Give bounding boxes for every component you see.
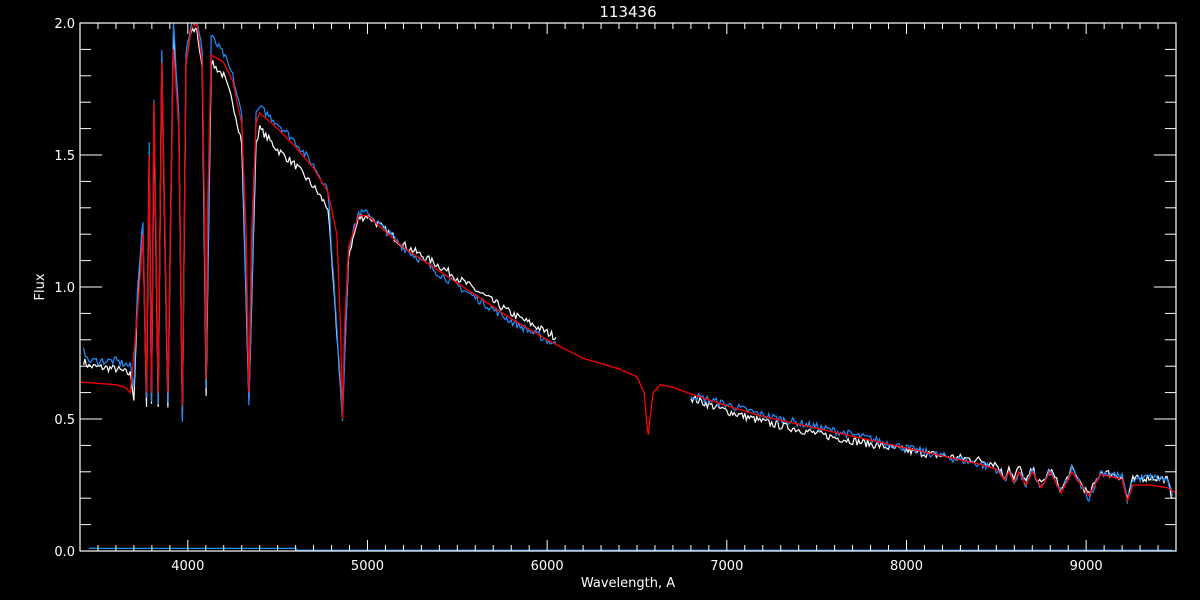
y-tick-label: 2.0 [54,17,75,32]
y-tick-label: 0.0 [54,545,75,560]
axes: 4000 5000 6000 7000 8000 9000 0.0 0.5 1.0 1.5 2.0 [54,17,1177,574]
chart-title: 113436 [599,3,656,21]
series-0-segment-0 [83,27,557,418]
series-0-segment-1 [690,395,1173,500]
x-tick-label: 6000 [531,559,564,574]
plot-frame [79,22,1177,552]
x-tick-label: 8000 [890,559,923,574]
y-tick-label: 1.0 [54,281,75,296]
series-2-segment-0 [80,23,1176,504]
x-tick-label: 7000 [710,559,743,574]
x-tick-label: 9000 [1070,559,1103,574]
series-1-segment-1 [690,392,1173,504]
series-1-segment-0 [83,23,557,423]
series-3-segment-0 [89,547,1173,551]
series-layer [80,23,1176,551]
y-axis-label: Flux [33,273,48,300]
x-tick-label: 4000 [171,559,204,574]
y-tick-label: 1.5 [54,149,75,164]
y-tick-label: 0.5 [54,413,75,428]
x-tick-label: 5000 [351,559,384,574]
x-axis-label: Wavelength, A [581,576,675,591]
